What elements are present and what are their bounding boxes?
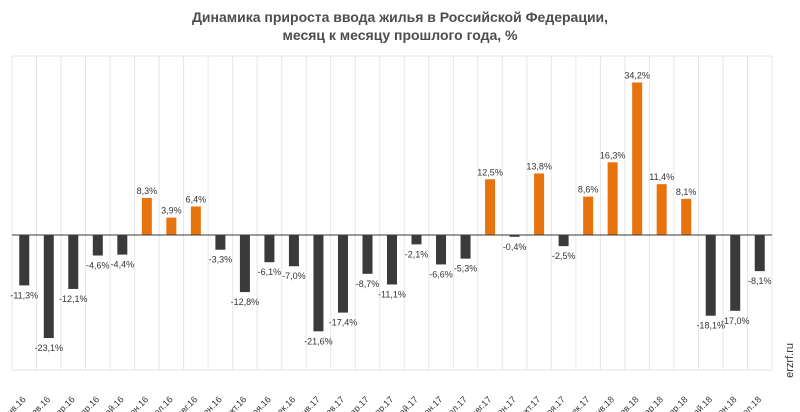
x-tick-label: дек.17 — [566, 394, 592, 412]
data-label: 34,2% — [624, 70, 650, 80]
x-tick-label: фев.16 — [24, 394, 52, 412]
bar — [166, 217, 177, 235]
bar — [705, 235, 716, 316]
data-label: -8,1% — [748, 276, 772, 286]
data-label: -11,1% — [378, 290, 406, 300]
x-tick-label: сен.16 — [198, 394, 224, 412]
bar — [656, 184, 667, 235]
data-label: 8,6% — [578, 185, 599, 195]
data-label: 8,1% — [676, 187, 697, 197]
bar — [92, 235, 103, 256]
watermark: erzrf.ru — [784, 343, 796, 378]
x-tick-label: дек.16 — [271, 394, 297, 412]
x-tick-label: июл.16 — [147, 394, 175, 412]
x-tick-label: мар.18 — [638, 394, 665, 412]
bar — [239, 235, 250, 293]
data-label: 11,4% — [649, 172, 674, 182]
chart-title-line2: месяц к месяцу прошлого года, % — [282, 27, 518, 43]
bar — [534, 173, 545, 235]
data-label: -8,7% — [356, 279, 380, 289]
x-tick-label: авг.17 — [469, 394, 493, 412]
bar — [730, 235, 741, 311]
data-label: -4,4% — [111, 260, 135, 270]
bar — [313, 235, 324, 332]
x-tick-label: янв.16 — [1, 394, 27, 412]
data-label: -18,1% — [696, 321, 725, 331]
bar — [387, 235, 397, 285]
data-label: -11,3% — [10, 290, 38, 300]
data-label: -5,3% — [454, 264, 478, 274]
bar — [607, 162, 618, 235]
bar — [485, 179, 496, 235]
data-label: -7,0% — [282, 271, 306, 281]
bar — [583, 196, 594, 235]
bar — [632, 82, 643, 235]
data-label: -21,6% — [304, 336, 333, 346]
x-tick-label: апр.18 — [663, 394, 689, 412]
data-label: -6,1% — [258, 267, 282, 277]
bar — [43, 235, 54, 339]
bar — [117, 235, 128, 255]
x-tick-label: окт.16 — [224, 394, 249, 412]
bar — [19, 235, 30, 286]
bar — [141, 197, 152, 235]
x-tick-label: сен.17 — [492, 394, 518, 412]
bar — [681, 198, 692, 235]
x-tick-label: янв.17 — [296, 394, 322, 412]
bar — [362, 235, 373, 274]
x-tick-label: ноя.16 — [246, 394, 272, 412]
data-label: -2,1% — [405, 249, 429, 259]
x-tick-label: мар.17 — [344, 394, 371, 412]
data-label: 8,3% — [137, 186, 158, 196]
x-tick-label: июл.17 — [441, 394, 469, 412]
x-tick-label: апр.16 — [75, 394, 101, 412]
bar — [68, 235, 79, 289]
x-tick-label: авг.16 — [175, 394, 199, 412]
x-tick-label: май.18 — [687, 394, 714, 412]
data-label: -12,8% — [231, 297, 260, 307]
data-label: -6,6% — [429, 269, 453, 279]
x-tick-label: апр.17 — [369, 394, 395, 412]
data-label: -3,3% — [209, 255, 233, 265]
x-tick-label: фев.17 — [318, 394, 346, 412]
x-tick-label: июн.16 — [122, 394, 150, 412]
x-tick-label: мар.16 — [49, 394, 76, 412]
data-label: -4,6% — [86, 261, 110, 271]
data-label: 3,9% — [161, 206, 182, 216]
x-tick-label: окт.17 — [518, 394, 543, 412]
x-tick-label: янв.18 — [590, 394, 616, 412]
chart-title-line1: Динамика прироста ввода жилья в Российск… — [191, 9, 609, 25]
bar — [558, 235, 569, 247]
data-label: 13,8% — [526, 161, 552, 171]
bar — [288, 235, 299, 267]
x-tick-label: июн.17 — [417, 394, 445, 412]
data-label: -23,1% — [35, 343, 64, 353]
bar — [754, 235, 765, 272]
data-label: 12,5% — [477, 167, 503, 177]
data-label: -2,5% — [552, 251, 576, 261]
data-label: -17,0% — [721, 316, 750, 326]
x-tick-label: июн.18 — [711, 394, 739, 412]
data-label: -12,1% — [59, 294, 88, 304]
x-tick-label: май.17 — [393, 394, 420, 412]
x-tick-label: май.16 — [98, 394, 125, 412]
data-label: 6,4% — [186, 194, 207, 204]
bar — [190, 206, 201, 235]
x-tick-label: ноя.17 — [541, 394, 567, 412]
bar — [215, 235, 226, 250]
data-label: -17,4% — [329, 318, 358, 328]
bar — [264, 235, 275, 263]
bar — [509, 235, 520, 237]
x-tick-label: фев.18 — [613, 394, 641, 412]
x-tick-label: июл.18 — [735, 394, 763, 412]
bar — [436, 235, 447, 265]
bar — [411, 235, 422, 245]
bar — [337, 235, 348, 313]
data-label: -0,4% — [503, 242, 527, 252]
bar — [460, 235, 471, 259]
data-label: 16,3% — [600, 150, 626, 160]
